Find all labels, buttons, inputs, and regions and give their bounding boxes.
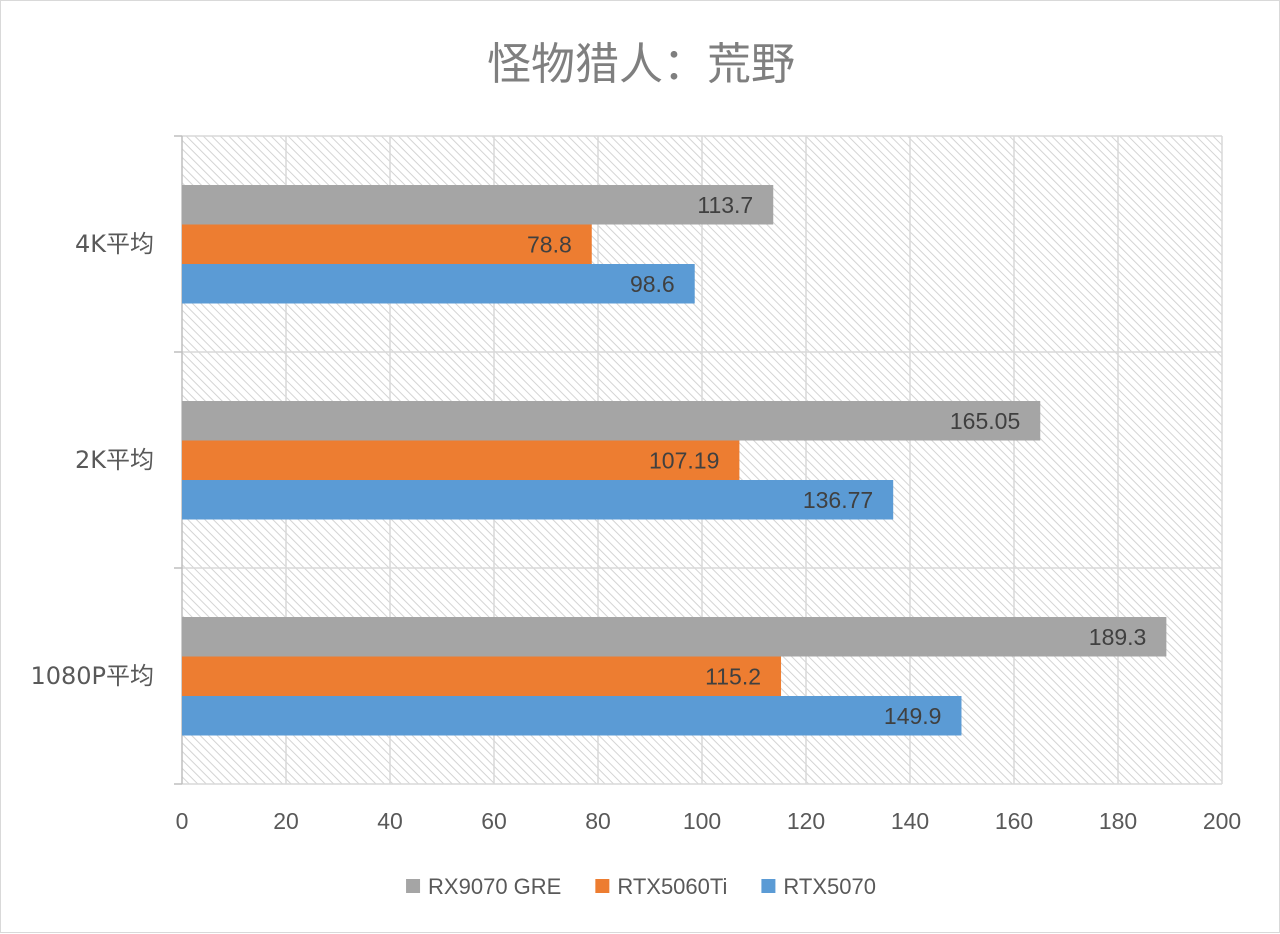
x-tick-label: 20	[273, 808, 299, 834]
data-label: 149.9	[884, 703, 942, 729]
legend-label: RTX5070	[783, 874, 876, 899]
x-tick-label: 60	[481, 808, 507, 834]
x-tick-label: 0	[176, 808, 189, 834]
x-tick-label: 120	[787, 808, 825, 834]
legend-label: RX9070 GRE	[428, 874, 561, 899]
bar	[182, 440, 740, 480]
bar	[182, 401, 1041, 441]
bar	[182, 185, 774, 225]
legend-swatch	[406, 879, 421, 893]
legend-label: RTX5060Ti	[617, 874, 727, 899]
legend-swatch	[595, 879, 610, 893]
axes: 0 20 40 60 80 100 120 140 160 180 200 4K平均 2K平均 1080P…	[30, 135, 1241, 834]
x-tick-label: 80	[585, 808, 611, 834]
bar	[182, 264, 695, 304]
category-label: 1080P平均	[30, 662, 154, 690]
x-tick-label: 160	[995, 808, 1033, 834]
category-label: 4K平均	[75, 230, 154, 258]
data-label: 78.8	[527, 231, 572, 257]
data-label: 136.77	[803, 487, 873, 513]
x-tick-label: 140	[891, 808, 929, 834]
bar	[182, 224, 592, 264]
bar	[182, 480, 894, 520]
x-tick-label: 200	[1203, 808, 1241, 834]
data-label: 113.7	[697, 192, 753, 218]
category-label: 2K平均	[75, 446, 154, 474]
x-tick-label: 180	[1099, 808, 1137, 834]
bar	[182, 617, 1167, 657]
data-label: 165.05	[950, 408, 1020, 434]
data-labels: 113.7 78.8 98.6 165.05 107.19 136.77 189.3 115.…	[527, 192, 1146, 729]
chart-title: 怪物猎人：荒野	[487, 39, 795, 90]
data-label: 115.2	[705, 663, 761, 689]
data-label: 189.3	[1089, 624, 1147, 650]
bar	[182, 696, 962, 736]
data-label: 107.19	[649, 447, 719, 473]
x-tick-label: 100	[683, 808, 721, 834]
legend-swatch	[761, 879, 776, 893]
data-label: 98.6	[630, 271, 675, 297]
bars	[182, 185, 1167, 736]
legend: RX9070 GRE RTX5060Ti RTX5070	[406, 874, 876, 899]
x-tick-label: 40	[377, 808, 403, 834]
bar	[182, 656, 782, 696]
